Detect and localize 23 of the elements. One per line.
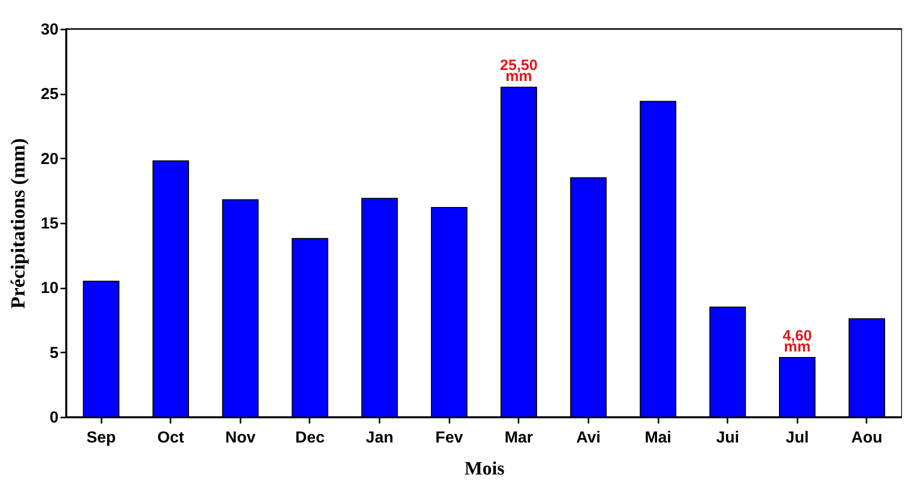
x-tick-label: Oct — [157, 430, 185, 446]
x-tick-label: Nov — [225, 430, 256, 446]
data-label: 4,60 mm — [782, 328, 812, 356]
x-tick-label: Sep — [86, 430, 116, 446]
y-tick-label: 15 — [40, 216, 59, 232]
x-tick-label: Fev — [435, 430, 464, 446]
x-tick-label: Jan — [366, 430, 394, 446]
y-tick-label: 25 — [40, 86, 59, 104]
x-axis-title: Mois — [464, 458, 505, 480]
x-tick-label: Jul — [786, 430, 809, 446]
x-tick-label: Avi — [576, 430, 601, 446]
y-tick-label: 30 — [40, 22, 59, 38]
x-tick-label: Mar — [504, 430, 534, 446]
y-tick-label: 20 — [40, 150, 59, 168]
y-tick-label: 5 — [50, 344, 59, 362]
x-tick-label: Jui — [716, 430, 740, 446]
x-tick-label: Mai — [644, 430, 672, 446]
y-tick-label: 0 — [50, 410, 59, 426]
y-axis-title: Précipitations (mm) — [8, 138, 30, 309]
y-tick-label: 10 — [40, 280, 59, 298]
data-label: 25,50 mm — [500, 57, 538, 86]
x-tick-label: Dec — [295, 430, 325, 446]
x-tick-label: Aou — [851, 430, 882, 446]
